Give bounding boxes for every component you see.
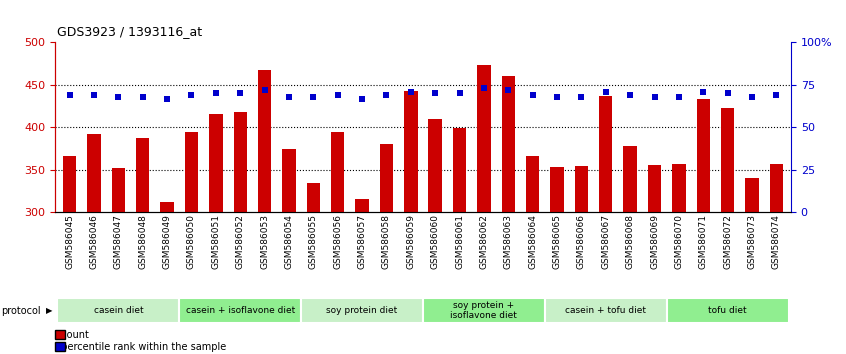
Bar (404, 91, 418, 212)
Bar (233, 112, 247, 212)
Point (477, 86, 491, 91)
Bar (87, 134, 101, 212)
Point (306, 94, 320, 100)
FancyBboxPatch shape (301, 298, 423, 324)
Bar (526, 156, 540, 212)
Bar (502, 76, 515, 212)
Text: percentile rank within the sample: percentile rank within the sample (55, 342, 226, 352)
Bar (648, 165, 662, 212)
Point (550, 94, 563, 100)
Point (233, 91, 247, 96)
Text: ▶: ▶ (46, 306, 52, 315)
Text: tofu diet: tofu diet (708, 306, 747, 315)
Point (696, 89, 710, 95)
Bar (209, 114, 222, 212)
Point (574, 94, 588, 100)
Bar (696, 98, 710, 212)
Text: GDS3923 / 1393116_at: GDS3923 / 1393116_at (58, 25, 202, 38)
Text: protocol: protocol (1, 306, 41, 316)
Point (209, 91, 222, 96)
FancyBboxPatch shape (179, 298, 301, 324)
FancyBboxPatch shape (423, 298, 545, 324)
Bar (136, 138, 150, 212)
Point (112, 94, 125, 100)
Bar (283, 149, 295, 212)
Bar (258, 70, 272, 212)
Text: casein + tofu diet: casein + tofu diet (565, 306, 646, 315)
Point (428, 91, 442, 96)
Text: soy protein diet: soy protein diet (327, 306, 398, 315)
Bar (63, 156, 76, 212)
Bar (112, 168, 125, 212)
FancyBboxPatch shape (58, 298, 179, 324)
Text: casein + isoflavone diet: casein + isoflavone diet (185, 306, 295, 315)
Bar (355, 199, 369, 212)
Text: soy protein +
isoflavone diet: soy protein + isoflavone diet (450, 301, 518, 320)
Point (648, 94, 662, 100)
Point (526, 92, 540, 98)
Bar (745, 178, 759, 212)
Point (672, 94, 685, 100)
Text: casein diet: casein diet (94, 306, 143, 315)
Point (380, 92, 393, 98)
Bar (770, 164, 783, 212)
Bar (599, 96, 613, 212)
Point (87, 92, 101, 98)
Point (404, 89, 418, 95)
FancyBboxPatch shape (667, 298, 788, 324)
Bar (477, 65, 491, 212)
Point (770, 92, 783, 98)
Bar (574, 166, 588, 212)
Point (331, 92, 344, 98)
Point (599, 89, 613, 95)
Bar (331, 132, 344, 212)
Point (136, 94, 150, 100)
FancyBboxPatch shape (545, 298, 667, 324)
Bar (306, 183, 320, 212)
Point (355, 96, 369, 101)
Point (283, 94, 296, 100)
Bar (453, 128, 466, 212)
Point (745, 94, 759, 100)
Bar (721, 108, 734, 212)
Point (161, 96, 174, 101)
Bar (551, 166, 563, 212)
Point (502, 87, 515, 93)
Point (258, 87, 272, 93)
Bar (380, 144, 393, 212)
Bar (624, 146, 637, 212)
Bar (428, 119, 442, 212)
Text: count: count (55, 330, 89, 339)
Point (184, 92, 198, 98)
Bar (161, 202, 173, 212)
Bar (673, 164, 685, 212)
Point (453, 91, 466, 96)
Bar (184, 132, 198, 212)
Point (63, 92, 76, 98)
Point (721, 91, 734, 96)
Point (624, 92, 637, 98)
